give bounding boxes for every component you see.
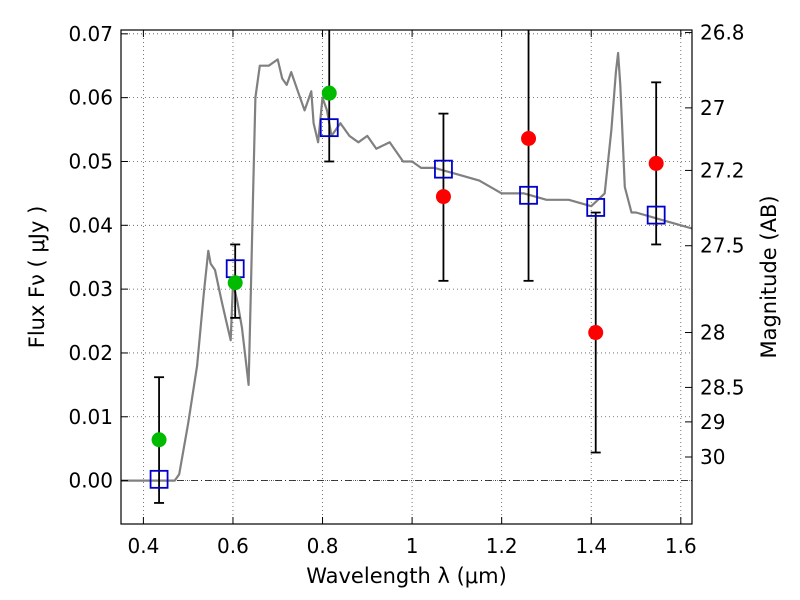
synthetic-flux-square: [519, 185, 538, 205]
x-axis-label: Wavelength λ (μm): [306, 564, 507, 588]
x-tick-label: 1.4: [575, 534, 607, 558]
axes-frame: [120, 29, 693, 525]
plot-area: [121, 51, 692, 482]
right-tick-label: 28: [700, 321, 725, 345]
y-tick-label: 0.05: [68, 149, 113, 173]
ticks: 0.4 0.6 0.8 1 1.2 1.4 1.6 0.00 0.01 0.02 0.03 0.04 0…: [68, 21, 744, 558]
observed-point-red: [588, 325, 604, 341]
synthetic-flux-square: [319, 118, 339, 138]
right-tick-label: 26.8: [700, 21, 745, 45]
x-tick-label: 0.4: [127, 534, 159, 558]
synthetic-flux-square: [149, 469, 169, 489]
error-bars: [154, 30, 662, 504]
right-tick-label: 27.2: [700, 158, 745, 182]
y-tick-label: 0.06: [68, 86, 113, 110]
right-tick-label: 27.5: [700, 234, 745, 258]
y-tick-label: 0.00: [68, 469, 113, 493]
synthetic-flux-square: [434, 159, 453, 179]
right-tick-label: 27: [700, 96, 725, 120]
observed-point-green: [227, 275, 243, 291]
observed-point-green: [151, 432, 167, 448]
right-tick-label: 28.5: [700, 375, 745, 399]
x-tick-label: 1: [406, 534, 419, 558]
y-tick-label: 0.03: [68, 277, 113, 301]
observed-point-red: [435, 189, 451, 205]
right-axis-label: Magnitude (AB): [757, 195, 781, 358]
synthetic-flux-square: [586, 198, 606, 217]
x-tick-label: 0.6: [217, 534, 249, 558]
grid: [121, 30, 692, 524]
observed-point-red: [648, 155, 664, 171]
y-tick-label: 0.02: [68, 341, 113, 365]
x-tick-label: 1.6: [665, 534, 697, 558]
observed-point-red: [521, 131, 537, 147]
synthetic-flux-square: [646, 205, 666, 225]
observed-point-green: [321, 85, 337, 101]
data-points: [149, 85, 666, 489]
x-tick-label: 0.8: [307, 534, 339, 558]
right-tick-label: 29: [700, 410, 725, 434]
y-axis-label: Flux Fν ( μJy ): [25, 206, 49, 349]
model-sed-line: [121, 51, 692, 482]
right-tick-label: 30: [700, 445, 725, 469]
y-tick-label: 0.04: [68, 213, 113, 237]
y-tick-label: 0.07: [68, 22, 113, 46]
y-tick-label: 0.01: [68, 405, 113, 429]
x-tick-label: 1.2: [486, 534, 518, 558]
